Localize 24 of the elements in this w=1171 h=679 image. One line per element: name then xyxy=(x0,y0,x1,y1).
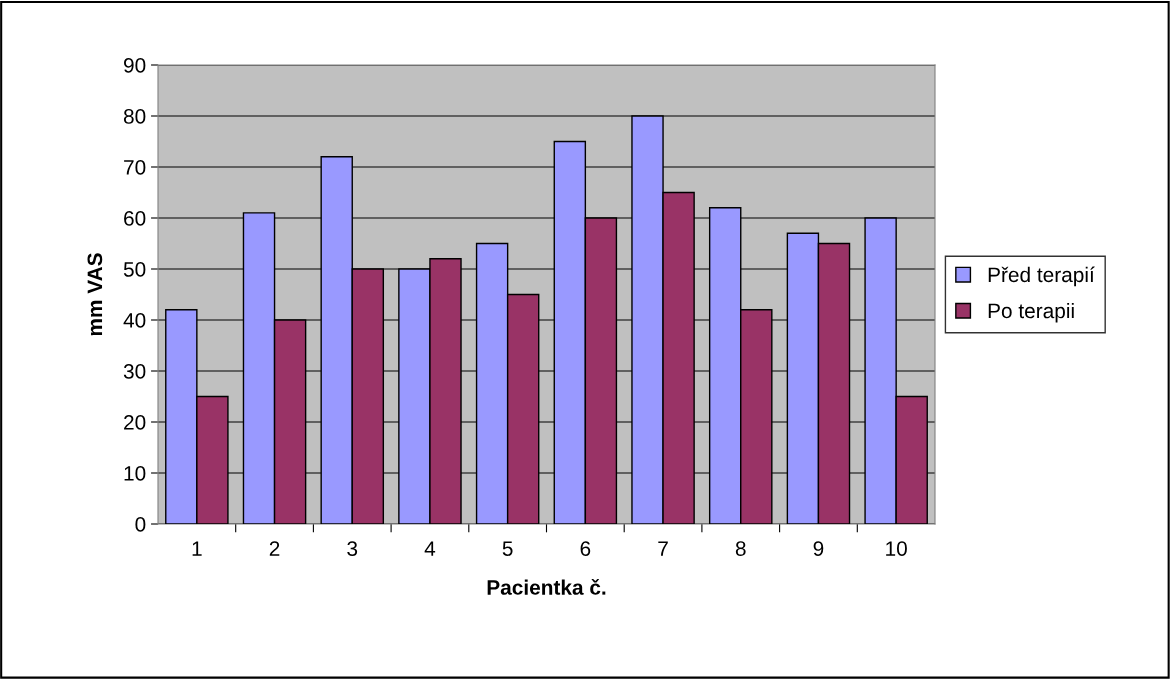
x-axis-title: Pacientka č. xyxy=(487,579,606,595)
y-tick-label: 90 xyxy=(124,58,146,73)
legend-label: Po terapii xyxy=(988,302,1074,323)
y-tick-label: 40 xyxy=(123,313,146,328)
y-tick-label: 0 xyxy=(135,517,146,532)
x-tick-label: 2 xyxy=(269,541,280,556)
y-axis-title: mm VAS xyxy=(87,253,103,336)
x-tick-label: 4 xyxy=(424,541,436,556)
y-tick-label: 10 xyxy=(124,466,146,481)
x-tick-label: 9 xyxy=(813,541,824,556)
x-tick-label: 1 xyxy=(192,541,202,556)
y-tick-label: 80 xyxy=(123,109,146,124)
x-tick-label: 7 xyxy=(658,541,668,556)
y-tick-label: 70 xyxy=(124,160,146,175)
x-tick-label: 6 xyxy=(580,541,591,556)
x-tick-label: 5 xyxy=(502,541,513,556)
y-tick-label: 50 xyxy=(123,262,146,277)
x-tick-label: 8 xyxy=(735,541,746,556)
x-tick-label: 10 xyxy=(886,541,907,556)
y-tick-label: 30 xyxy=(123,364,146,379)
legend-label: Před terapií xyxy=(988,266,1095,287)
y-tick-label: 60 xyxy=(124,211,146,226)
x-tick-label: 3 xyxy=(347,541,358,556)
y-tick-label: 20 xyxy=(124,415,146,430)
